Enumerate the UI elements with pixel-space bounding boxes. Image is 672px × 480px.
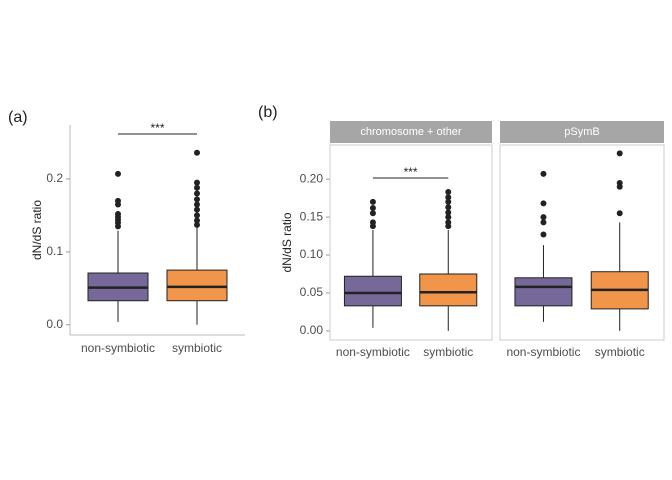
outlier — [445, 223, 452, 230]
outlier — [194, 206, 200, 213]
x-tick-label: symbiotic — [595, 345, 645, 359]
outlier — [194, 196, 200, 203]
y-tick-label: 0.20 — [300, 171, 324, 185]
outlier — [616, 183, 623, 190]
y-tick-label: 0.10 — [300, 247, 324, 261]
outlier — [540, 219, 547, 226]
outlier — [616, 210, 623, 217]
y-tick-label: 0.0 — [46, 317, 63, 331]
y-axis-label: dN/dS ratio — [280, 212, 294, 272]
outlier — [369, 204, 376, 211]
y-tick-label: 0.2 — [46, 171, 63, 185]
outlier — [194, 179, 200, 186]
outlier — [369, 198, 376, 205]
outlier — [616, 150, 623, 157]
outlier — [194, 201, 200, 208]
x-tick-label: non-symbiotic — [81, 341, 155, 355]
x-tick-label: non-symbiotic — [506, 345, 580, 359]
outlier — [115, 170, 121, 177]
outlier — [194, 190, 200, 197]
y-tick-label: 0.1 — [46, 244, 63, 258]
outlier — [194, 149, 200, 156]
outlier — [369, 223, 376, 230]
facet-title: pSymB — [564, 126, 599, 138]
outlier — [194, 217, 200, 224]
outlier — [445, 194, 452, 201]
facet-frame — [329, 144, 493, 341]
box — [166, 269, 228, 302]
x-tick-label: symbiotic — [172, 341, 222, 355]
x-tick-label: non-symbiotic — [336, 345, 410, 359]
box — [343, 275, 402, 307]
facet-title: chromosome + other — [360, 126, 462, 138]
box — [419, 273, 478, 307]
outlier — [540, 200, 547, 207]
outlier — [445, 204, 452, 211]
outlier — [445, 214, 452, 221]
outlier — [115, 201, 121, 208]
outlier — [540, 231, 547, 238]
y-tick-label: 0.00 — [300, 323, 324, 337]
outlier — [194, 212, 200, 219]
box — [514, 277, 573, 307]
outlier — [445, 209, 452, 216]
outlier — [194, 221, 200, 228]
facet-strip — [500, 121, 664, 143]
outlier — [540, 214, 547, 221]
outlier — [115, 223, 121, 230]
y-tick-label: 0.05 — [300, 285, 324, 299]
panel-label: (a) — [8, 109, 28, 126]
outlier — [194, 184, 200, 191]
facet-frame — [499, 144, 665, 341]
outlier — [445, 189, 452, 196]
facet-strip — [330, 121, 492, 143]
outlier — [369, 210, 376, 217]
y-axis-label: dN/dS ratio — [30, 200, 44, 260]
significance-label: *** — [150, 121, 164, 135]
x-tick-label: symbiotic — [423, 345, 473, 359]
panel-label: (b) — [258, 104, 278, 121]
outlier — [540, 170, 547, 177]
outlier — [445, 198, 452, 205]
y-tick-label: 0.15 — [300, 209, 324, 223]
significance-label: *** — [404, 165, 418, 179]
